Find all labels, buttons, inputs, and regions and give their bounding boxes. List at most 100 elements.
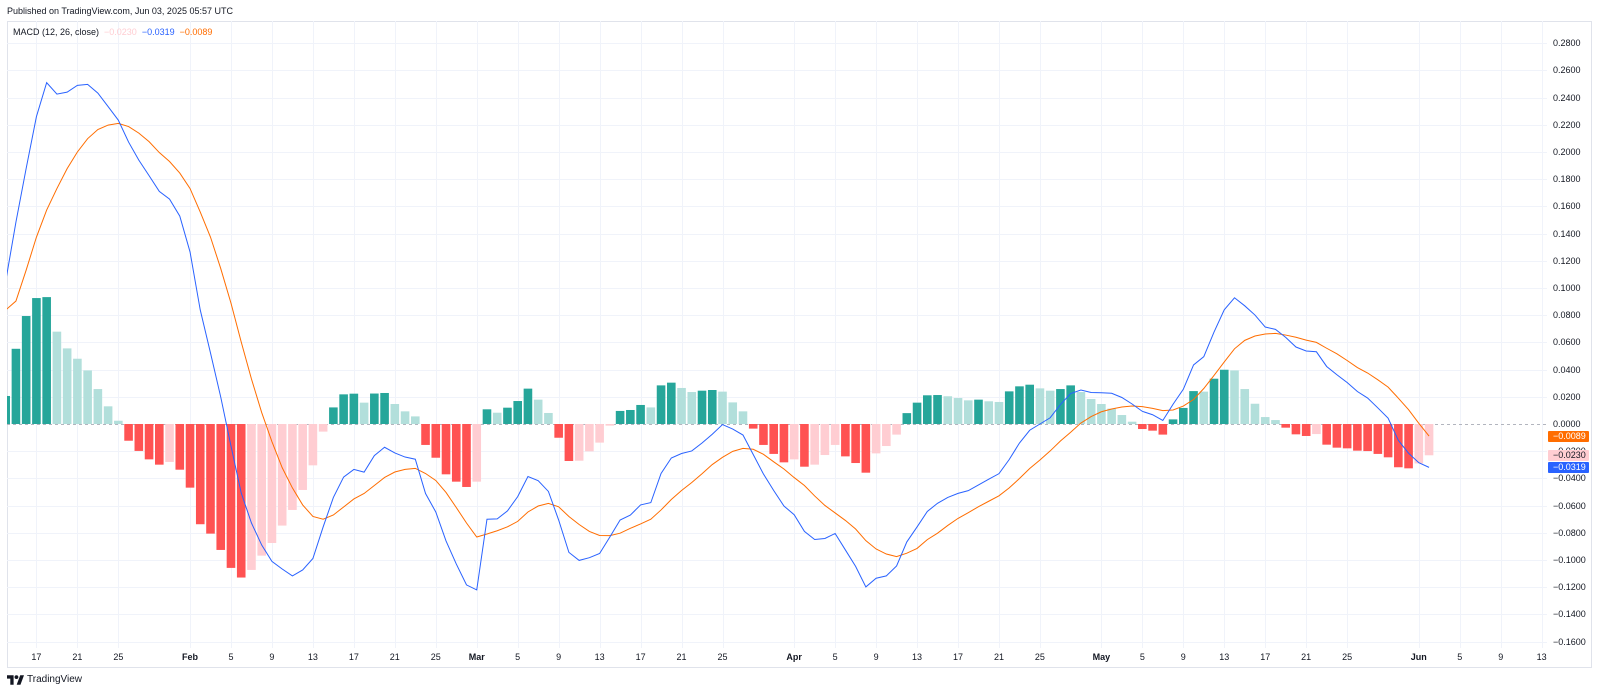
price-axis-label: 0.0000: [1553, 419, 1581, 429]
histogram-bar: [882, 424, 891, 447]
histogram-bar: [544, 412, 553, 424]
histogram-bar: [1394, 424, 1403, 468]
histogram-bar: [1219, 369, 1229, 424]
histogram-bar: [1025, 384, 1034, 424]
histogram-bar: [1240, 389, 1250, 424]
histogram-bar: [21, 316, 31, 424]
price-axis-label: −0.0800: [1553, 527, 1586, 538]
time-axis-month-label: May: [1092, 652, 1111, 662]
histogram-bar: [994, 401, 1004, 424]
price-axis[interactable]: 0.2800 0.2600 0.2400 0.2200 0.2000 0.1800 0.16…: [1547, 21, 1591, 648]
indicator-title[interactable]: MACD (12, 26, close): [13, 27, 100, 37]
histogram-bar: [1168, 419, 1178, 424]
histogram-bar: [912, 402, 922, 424]
time-axis-day-label: 5: [832, 652, 838, 662]
histogram-bar: [267, 424, 277, 543]
histogram-bar: [482, 409, 492, 424]
histogram-bar: [830, 424, 840, 445]
histogram-bar: [974, 399, 983, 424]
time-axis-day-label: 25: [1034, 652, 1045, 662]
time-axis-day-label: 13: [912, 652, 923, 662]
price-axis-label: 0.2200: [1553, 119, 1581, 130]
tradingview-logo-icon: [7, 675, 24, 685]
histogram-bar: [523, 388, 533, 424]
price-axis-label: 0.2400: [1553, 92, 1581, 103]
histogram-value-badge: −0.0230: [1548, 449, 1589, 461]
histogram-bar: [124, 424, 133, 441]
histogram-bar: [1291, 424, 1301, 435]
histogram-bar: [595, 424, 604, 443]
time-axis-day-label: 17: [348, 652, 359, 662]
histogram-bar: [1271, 420, 1280, 424]
histogram-bar: [923, 395, 932, 424]
histogram-bar: [32, 298, 41, 424]
histogram-bar: [144, 424, 154, 460]
price-axis-label: 0.1000: [1553, 283, 1581, 293]
histogram-bar: [257, 424, 266, 556]
histogram-bar: [1230, 370, 1239, 424]
histogram-bar: [1117, 415, 1127, 424]
price-axis-label: 0.0400: [1553, 364, 1581, 375]
signal-value-badge: −0.0089: [1548, 430, 1589, 442]
indicator-legend[interactable]: MACD (12, 26, close) −0.0230 −0.0319 −0.…: [13, 26, 212, 38]
macd-histogram: [7, 297, 1434, 578]
histogram-bar: [247, 424, 256, 570]
histogram-bar: [646, 407, 656, 424]
histogram-bar: [359, 402, 369, 424]
time-axis[interactable]: 17 21 25 Feb 5 9 13 17 21 25 Mar 5 9 13 17 21 25 Apr 5 9 13 1…: [7, 648, 1591, 666]
histogram-bar: [155, 424, 164, 465]
histogram-bar: [1148, 424, 1157, 431]
histogram-bar: [687, 392, 697, 424]
histogram-bar: [298, 424, 307, 490]
time-axis-day-label: 13: [1219, 652, 1230, 662]
histogram-bar: [318, 424, 328, 432]
histogram-bar: [841, 424, 850, 457]
histogram-bar: [636, 404, 645, 424]
histogram-bar: [380, 392, 389, 424]
price-axis-label: 0.1200: [1553, 255, 1581, 266]
histogram-bar: [1332, 424, 1342, 448]
histogram-bar: [134, 424, 144, 451]
histogram-bar: [329, 407, 338, 424]
histogram-bar: [441, 424, 451, 475]
time-axis-day-label: 9: [556, 652, 562, 662]
histogram-bar: [411, 416, 420, 424]
time-axis-day-label: 25: [113, 652, 124, 662]
histogram-bar: [984, 401, 994, 424]
histogram-bar: [52, 331, 62, 424]
price-axis-label: −0.1200: [1553, 582, 1586, 593]
time-axis-day-label: 21: [389, 652, 400, 662]
price-axis-label: −0.0600: [1553, 500, 1586, 511]
price-axis-label: −0.1000: [1553, 555, 1586, 565]
histogram-bar: [195, 424, 205, 525]
histogram-bar: [1414, 424, 1424, 464]
price-axis-label: 0.0800: [1553, 310, 1581, 321]
time-axis-day-label: 21: [676, 652, 687, 662]
histogram-bar: [1158, 424, 1168, 435]
time-axis-month-label: Jun: [1410, 652, 1427, 662]
histogram-bar: [615, 410, 625, 424]
histogram-bar: [605, 424, 615, 426]
histogram-bar: [1301, 424, 1311, 436]
histogram-bar: [748, 424, 758, 429]
histogram-bar: [1312, 424, 1321, 435]
histogram-value: −0.0230: [104, 27, 137, 37]
brand-name: TradingView: [27, 674, 83, 685]
price-axis-label: 0.0200: [1553, 391, 1581, 402]
price-axis-label: 0.1400: [1553, 228, 1581, 239]
histogram-bar: [185, 424, 195, 488]
histogram-bar: [697, 390, 707, 424]
histogram-bar: [1189, 391, 1198, 424]
histogram-bar: [902, 413, 912, 424]
histogram-bar: [503, 407, 512, 424]
histogram-bar: [175, 424, 185, 470]
time-axis-day-label: 25: [717, 652, 728, 662]
time-axis-month-label: Feb: [182, 652, 199, 662]
histogram-bar: [11, 348, 21, 424]
histogram-bar: [7, 395, 11, 424]
histogram-bar: [513, 401, 522, 424]
tradingview-logo[interactable]: TradingView: [7, 674, 82, 686]
histogram-bar: [963, 400, 973, 424]
histogram-bar: [226, 424, 236, 568]
